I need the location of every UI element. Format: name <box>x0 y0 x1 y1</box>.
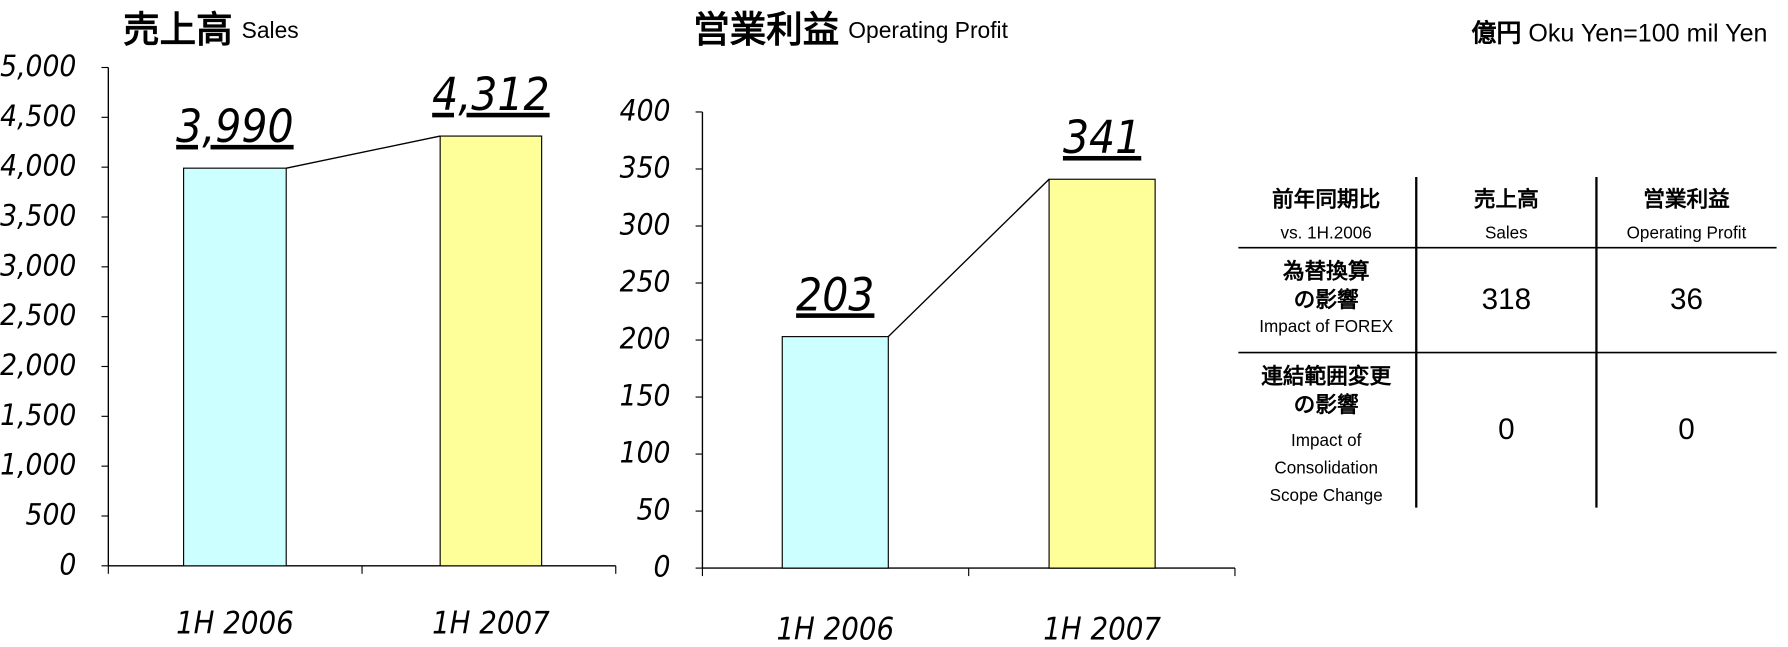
table-header: 前年同期比 <box>1272 187 1380 212</box>
y-tick-label: 100 <box>620 435 671 470</box>
y-tick-label: 3,000 <box>0 247 76 282</box>
table-header-sub: Operating Profit <box>1627 224 1747 243</box>
y-tick-label: 300 <box>620 207 671 242</box>
x-tick-label: 1H 2006 <box>776 611 894 647</box>
chart-title: 営業利益 Operating Profit <box>693 9 1008 50</box>
y-tick-label: 3,500 <box>0 197 76 232</box>
bar <box>781 336 889 569</box>
y-tick-label: 250 <box>620 264 671 299</box>
value-label: 203 <box>796 268 874 321</box>
table-header: 売上高 <box>1474 187 1539 212</box>
bar <box>1048 178 1156 569</box>
row-label: 連結範囲変更 <box>1261 363 1391 388</box>
row-sub: Scope Change <box>1270 486 1383 505</box>
unit-text: Oku Yen=100 mil Yen <box>1528 19 1767 47</box>
row-label: の影響 <box>1294 392 1359 417</box>
title-sub: Operating Profit <box>848 17 1008 43</box>
value-label: 3,990 <box>176 100 293 153</box>
connector <box>286 135 441 169</box>
value-label: 341 <box>1063 111 1141 164</box>
connector <box>887 178 1050 338</box>
y-tick-label: 2,500 <box>0 297 76 332</box>
y-tick-label: 4,500 <box>0 98 76 133</box>
x-tick-label: 1H 2006 <box>176 606 294 642</box>
table-value: 36 <box>1670 283 1703 316</box>
y-tick-label: 4,000 <box>0 148 76 183</box>
y-tick-label: 200 <box>620 321 671 356</box>
title-main: 売上高 <box>123 9 232 50</box>
y-tick-label: 1,000 <box>0 447 76 482</box>
y-tick-label: 350 <box>620 149 671 184</box>
row-sub: Impact of <box>1291 431 1362 450</box>
table-header-sub: vs. 1H.2006 <box>1281 224 1372 243</box>
y-tick-label: 1,500 <box>0 397 76 432</box>
unit-note: 億円 Oku Yen=100 mil Yen <box>1471 18 1767 47</box>
x-tick-label: 1H 2007 <box>432 606 550 642</box>
title-sub: Sales <box>242 17 299 43</box>
y-tick-label: 2,000 <box>0 347 76 382</box>
y-tick-label: 400 <box>620 92 671 127</box>
title-main: 営業利益 <box>693 9 839 50</box>
y-tick-label: 150 <box>620 378 671 413</box>
row-sub: Consolidation <box>1274 458 1378 477</box>
unit-bold: 億円 <box>1471 18 1521 47</box>
row-sub: Impact of FOREX <box>1259 317 1394 336</box>
chart-title: 売上高 Sales <box>123 9 299 50</box>
x-tick-label: 1H 2007 <box>1043 611 1161 647</box>
row-label: 為替換算 <box>1283 258 1370 283</box>
table-value: 0 <box>1678 413 1694 446</box>
row-label: の影響 <box>1294 287 1359 312</box>
y-tick-label: 0 <box>59 546 76 581</box>
table-lines <box>1238 176 1777 508</box>
table-header-sub: Sales <box>1485 224 1528 243</box>
value-label: 4,312 <box>432 68 549 121</box>
bar <box>183 167 287 567</box>
bar <box>439 135 543 567</box>
y-tick-label: 0 <box>654 549 671 584</box>
table-value: 318 <box>1482 283 1531 316</box>
y-tick-label: 5,000 <box>0 48 76 83</box>
table-value: 0 <box>1498 413 1514 446</box>
table-header: 営業利益 <box>1643 187 1730 212</box>
y-tick-label: 50 <box>637 492 671 527</box>
y-tick-label: 500 <box>26 496 77 531</box>
